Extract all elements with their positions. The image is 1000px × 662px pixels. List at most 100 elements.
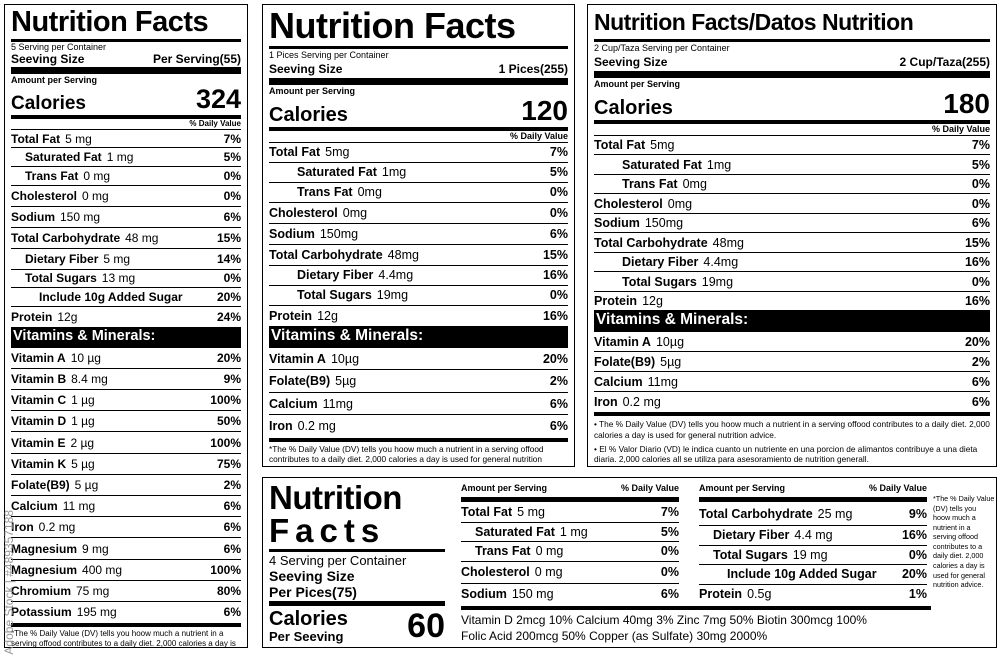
servings-per-container: 1 Pices Serving per Container xyxy=(269,50,389,60)
nutrient-pct: 0% xyxy=(908,547,927,562)
vitamin-value: 11 mg xyxy=(62,499,96,514)
vitamins-header: Vitamins & Minerals: xyxy=(11,326,241,347)
nutrient-pct: 14% xyxy=(216,251,241,266)
nutrient-name: Total Carbohydrate xyxy=(269,247,383,262)
vitamin-row: Folate(B9) 5µg 2% xyxy=(594,351,990,371)
vitamin-row: Vitamin K 5 µg 75% xyxy=(11,452,241,474)
nutrient-pct: 6% xyxy=(223,209,241,224)
nutrient-name: Sodium xyxy=(269,226,315,241)
nutrient-row: Cholesterol 0 mg 0% xyxy=(461,560,679,583)
vitamin-pct: 6% xyxy=(223,499,241,514)
nutrient-pct: 15% xyxy=(542,247,568,262)
vitamin-name: Folate(B9) xyxy=(11,477,70,492)
vitamin-value: 10µg xyxy=(330,351,360,366)
vitamin-name: Magnesium xyxy=(11,541,78,556)
vitamin-value: 5 µg xyxy=(71,456,95,471)
serving-size: Seeving Size 1 Pices(255) xyxy=(269,61,568,76)
column-header: Amount per Serving % Daily Value xyxy=(461,483,679,497)
daily-value-header: % Daily Value xyxy=(189,118,241,128)
nutrient-row: Cholesterol 0 mg 0% xyxy=(11,184,241,206)
calories-row: Calories Per Seeving 60 xyxy=(269,607,445,646)
vitamin-pct: 2% xyxy=(549,374,568,389)
nutrient-pct: 5% xyxy=(223,150,241,165)
nutrient-row: Saturated Fat 1 mg 5% xyxy=(461,521,679,542)
nutrient-pct: 0% xyxy=(549,288,568,303)
nutrient-pct: 0% xyxy=(549,205,568,220)
calories-row: Calories 180 xyxy=(594,89,990,118)
nutrient-value: 0mg xyxy=(667,196,693,211)
nutrient-pct: 0% xyxy=(660,565,679,579)
calories-label: Calories xyxy=(269,608,348,631)
divider xyxy=(594,39,990,42)
vitamin-name: Magnesium xyxy=(11,562,78,577)
nutrient-value: 1mg xyxy=(381,165,407,180)
vitamin-name: Iron xyxy=(269,419,293,434)
label-title: Nutrition Facts xyxy=(11,6,209,38)
vitamin-row: Folate(B9) 5µg 2% xyxy=(269,369,568,392)
vitamin-name: Calcium xyxy=(11,499,58,514)
nutrient-name: Protein xyxy=(11,309,53,324)
vitamin-row: Vitamin E 2 µg 100% xyxy=(11,431,241,452)
nutrient-pct: 7% xyxy=(549,145,568,160)
servings-per-container: 2 Cup/Taza Serving per Container xyxy=(594,43,730,53)
vitamins-header: Vitamins & Minerals: xyxy=(269,325,568,347)
nutrient-name: Trans Fat xyxy=(297,185,353,200)
nutrient-row: Trans Fat 0 mg 0% xyxy=(461,541,679,561)
vitamin-value: 11mg xyxy=(322,396,353,411)
footnote-en: • The % Daily Value (DV) tells you hoow … xyxy=(594,419,990,440)
calories-value: 60 xyxy=(407,607,445,646)
vitamin-name: Chromium xyxy=(11,583,71,598)
calories-row: Calories 324 xyxy=(11,85,241,114)
serving-size-label: Seeving Size xyxy=(269,61,343,76)
nutrient-value: 150mg xyxy=(319,226,359,241)
vitamin-row: Vitamin C 1 µg 100% xyxy=(11,389,241,410)
nutrient-value: 25 mg xyxy=(817,506,853,521)
vitamin-pct: 6% xyxy=(223,605,241,620)
vitamin-pct: 6% xyxy=(223,541,241,556)
nutrient-row: Total Carbohydrate 48 mg 15% xyxy=(11,226,241,248)
vitamins-strip: Vitamin D 2mcg 10% Calcium 40mg 3% Zinc … xyxy=(461,606,931,644)
calories-label: Calories xyxy=(11,92,86,114)
nutrient-row: Total Sugars 13 mg 0% xyxy=(11,268,241,288)
calories-value: 120 xyxy=(521,94,568,126)
nutrient-pct: 0% xyxy=(971,177,990,192)
nutrient-pct: 15% xyxy=(216,230,241,245)
divider xyxy=(11,114,241,119)
vitamin-row: Calcium 11mg 6% xyxy=(594,371,990,391)
nutrient-name: Total Fat xyxy=(269,145,321,160)
nutrient-value: 0mg xyxy=(357,185,382,200)
nutrient-name: Cholesterol xyxy=(269,205,338,220)
divider-thick xyxy=(269,78,568,86)
nutrient-name: Trans Fat xyxy=(622,177,678,192)
vitamin-pct: 100% xyxy=(210,393,241,408)
vitamin-row: Calcium 11 mg 6% xyxy=(11,495,241,516)
vitamin-value: 5 µg xyxy=(74,477,99,492)
nutrient-value: 5 mg xyxy=(517,504,545,519)
nutrient-row: Total Carbohydrate 48mg 15% xyxy=(594,232,990,252)
divider xyxy=(11,39,241,42)
nutrient-value: 1 mg xyxy=(559,524,588,539)
footnote-wrap: *The % Daily Value (DV) tells you hoow m… xyxy=(269,437,568,466)
nutrient-pct: 5% xyxy=(660,524,679,539)
nutrient-row: Protein 12g 24% xyxy=(11,305,241,327)
nutrient-value: 13 mg xyxy=(101,271,136,286)
divider-thick xyxy=(594,71,990,79)
nutrient-name: Sodium xyxy=(11,209,55,224)
nutrient-row: Trans Fat 0mg 0% xyxy=(594,173,990,194)
nutrition-label-4: Nutrition Facts 4 Serving per Container … xyxy=(262,477,997,648)
nutrient-pct: 16% xyxy=(542,268,568,283)
nutrient-name: Total Carbohydrate xyxy=(699,506,813,521)
serving-size-value: Per Serving(55) xyxy=(152,51,241,66)
nutrient-pct: 16% xyxy=(542,308,568,323)
calories-row: Calories 120 xyxy=(269,94,568,126)
nutrient-name: Saturated Fat xyxy=(475,524,555,539)
vitamin-row: Calcium 11mg 6% xyxy=(269,391,568,415)
amount-per-serving: Amount per Serving xyxy=(11,75,98,86)
nutrient-row: Dietary Fiber 4.4mg 16% xyxy=(594,251,990,272)
vitamin-row: Magnesium 400 mg 100% xyxy=(11,558,241,580)
nutrient-value: 150 mg xyxy=(511,587,554,601)
amount-per-serving: Amount per Serving xyxy=(269,86,356,97)
label-title: Nutrition Facts/Datos Nutrition xyxy=(594,9,914,35)
vitamin-name: Folate(B9) xyxy=(594,354,656,369)
vitamin-name: Iron xyxy=(11,520,34,535)
